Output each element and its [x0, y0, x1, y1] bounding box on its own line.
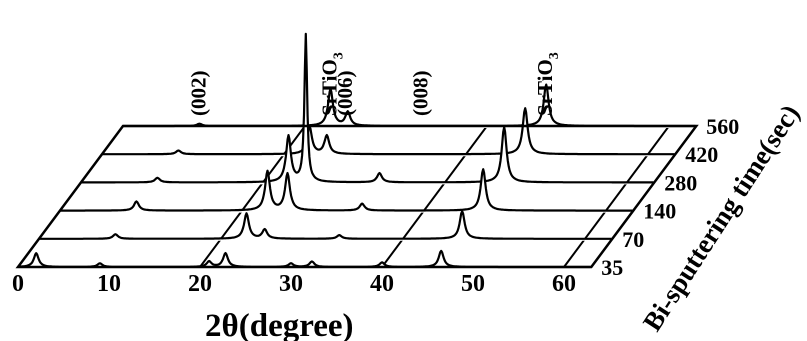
x-tick-30: 30: [279, 271, 303, 297]
peak-label-2: (006): [333, 71, 357, 117]
trace-420: [101, 107, 675, 156]
z-tick-560: 560: [706, 114, 739, 139]
z-tick-labels: 35 70 140 280 420 560: [601, 114, 739, 280]
trace-280: [80, 32, 654, 184]
z-tick-35: 35: [601, 255, 623, 280]
peak-labels: (002) SrTiO3(006) (008) SrTiO3: [186, 52, 562, 116]
x-tick-60: 60: [552, 271, 576, 297]
z-tick-140: 140: [643, 199, 676, 224]
x-axis-title: 2θ(degree): [205, 308, 354, 341]
traces: [17, 32, 697, 269]
x-tick-0: 0: [12, 271, 24, 297]
z-tick-280: 280: [664, 170, 697, 195]
trace-70: [38, 210, 612, 240]
x-tick-40: 40: [370, 271, 394, 297]
z-tick-70: 70: [622, 227, 644, 252]
z-tick-420: 420: [685, 142, 718, 167]
depth-gridline-60: [563, 125, 670, 268]
peak-label-3: (008): [408, 71, 432, 117]
x-tick-20: 20: [188, 271, 212, 297]
depth-gridline-40: [381, 125, 488, 268]
trace-fill-70: [39, 211, 613, 241]
trace-fill-280: [81, 33, 655, 185]
x-tick-labels: 0 10 20 30 40 50 60: [12, 271, 576, 297]
peak-label-0: (002): [186, 71, 210, 117]
peak-label-4: SrTiO3: [533, 52, 562, 116]
plot-floor-frame: [15, 124, 699, 269]
x-tick-50: 50: [461, 271, 485, 297]
x-tick-10: 10: [97, 271, 121, 297]
trace-140: [59, 168, 633, 212]
trace-35: [17, 249, 591, 269]
trace-fill-140: [60, 169, 634, 213]
